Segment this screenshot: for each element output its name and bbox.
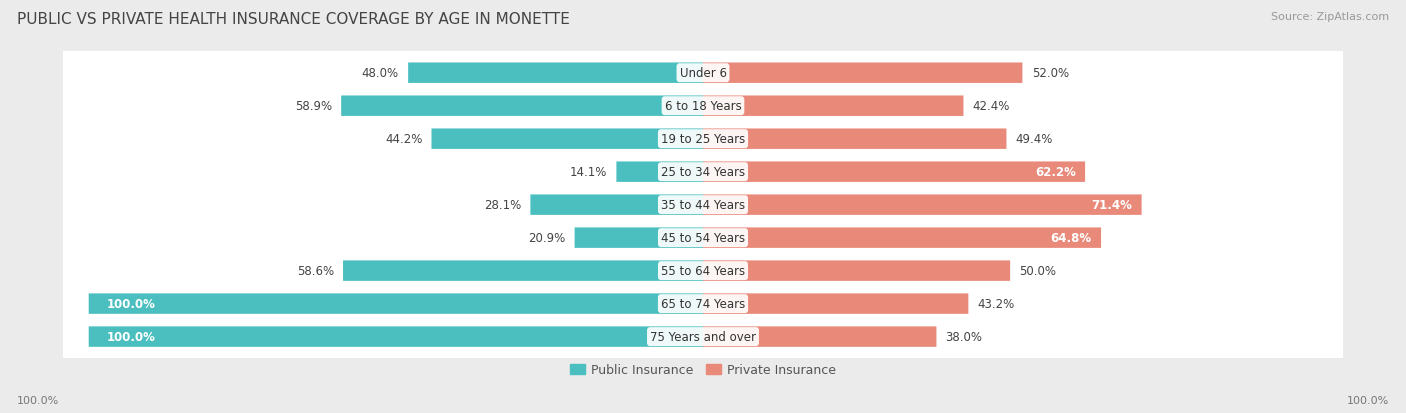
Text: 43.2%: 43.2% (977, 297, 1015, 310)
Text: 58.6%: 58.6% (297, 264, 333, 278)
Text: Source: ZipAtlas.com: Source: ZipAtlas.com (1271, 12, 1389, 22)
Text: 52.0%: 52.0% (1032, 67, 1069, 80)
Text: 35 to 44 Years: 35 to 44 Years (661, 199, 745, 211)
Text: PUBLIC VS PRIVATE HEALTH INSURANCE COVERAGE BY AGE IN MONETTE: PUBLIC VS PRIVATE HEALTH INSURANCE COVER… (17, 12, 569, 27)
Text: 14.1%: 14.1% (569, 166, 607, 179)
Text: 100.0%: 100.0% (1347, 395, 1389, 405)
FancyBboxPatch shape (703, 294, 969, 314)
Text: 20.9%: 20.9% (529, 232, 565, 244)
FancyBboxPatch shape (63, 85, 1343, 194)
Text: 64.8%: 64.8% (1050, 232, 1092, 244)
Legend: Public Insurance, Private Insurance: Public Insurance, Private Insurance (569, 363, 837, 376)
FancyBboxPatch shape (432, 129, 703, 150)
FancyBboxPatch shape (703, 261, 1010, 281)
FancyBboxPatch shape (63, 184, 1343, 292)
FancyBboxPatch shape (343, 261, 703, 281)
Text: 48.0%: 48.0% (361, 67, 399, 80)
FancyBboxPatch shape (616, 162, 703, 183)
FancyBboxPatch shape (703, 63, 1022, 84)
Text: 75 Years and over: 75 Years and over (650, 330, 756, 343)
Text: 25 to 34 Years: 25 to 34 Years (661, 166, 745, 179)
FancyBboxPatch shape (530, 195, 703, 215)
FancyBboxPatch shape (575, 228, 703, 248)
FancyBboxPatch shape (63, 52, 1343, 161)
FancyBboxPatch shape (408, 63, 703, 84)
FancyBboxPatch shape (703, 162, 1085, 183)
FancyBboxPatch shape (89, 294, 703, 314)
Text: 100.0%: 100.0% (107, 297, 156, 310)
Text: 49.4%: 49.4% (1015, 133, 1053, 146)
Text: 55 to 64 Years: 55 to 64 Years (661, 264, 745, 278)
FancyBboxPatch shape (342, 96, 703, 116)
Text: Under 6: Under 6 (679, 67, 727, 80)
Text: 100.0%: 100.0% (17, 395, 59, 405)
Text: 71.4%: 71.4% (1091, 199, 1132, 211)
Text: 100.0%: 100.0% (107, 330, 156, 343)
Text: 62.2%: 62.2% (1035, 166, 1076, 179)
Text: 45 to 54 Years: 45 to 54 Years (661, 232, 745, 244)
Text: 58.9%: 58.9% (295, 100, 332, 113)
FancyBboxPatch shape (703, 327, 936, 347)
Text: 42.4%: 42.4% (973, 100, 1010, 113)
FancyBboxPatch shape (63, 19, 1343, 128)
Text: 44.2%: 44.2% (385, 133, 422, 146)
Text: 28.1%: 28.1% (484, 199, 522, 211)
FancyBboxPatch shape (703, 129, 1007, 150)
FancyBboxPatch shape (63, 118, 1343, 227)
FancyBboxPatch shape (703, 96, 963, 116)
FancyBboxPatch shape (63, 217, 1343, 325)
Text: 6 to 18 Years: 6 to 18 Years (665, 100, 741, 113)
FancyBboxPatch shape (63, 151, 1343, 259)
Text: 19 to 25 Years: 19 to 25 Years (661, 133, 745, 146)
Text: 38.0%: 38.0% (946, 330, 983, 343)
FancyBboxPatch shape (89, 327, 703, 347)
FancyBboxPatch shape (63, 249, 1343, 358)
FancyBboxPatch shape (703, 228, 1101, 248)
Text: 50.0%: 50.0% (1019, 264, 1056, 278)
FancyBboxPatch shape (703, 195, 1142, 215)
FancyBboxPatch shape (63, 282, 1343, 391)
Text: 65 to 74 Years: 65 to 74 Years (661, 297, 745, 310)
